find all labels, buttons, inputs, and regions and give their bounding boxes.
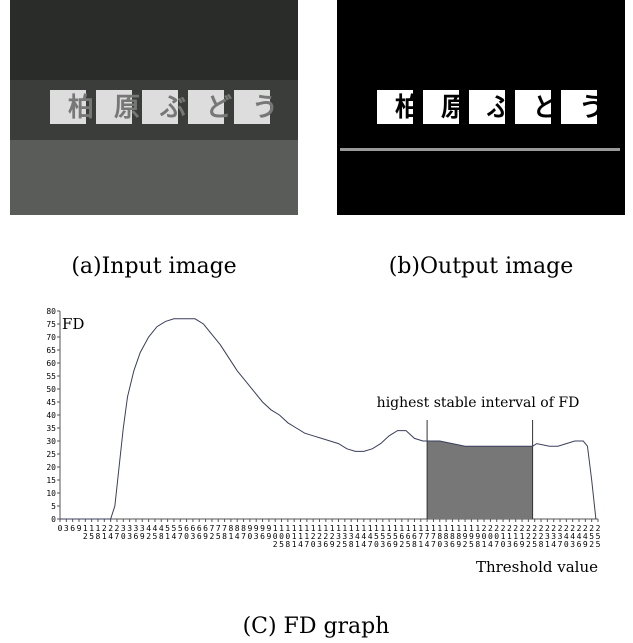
y-tick-label: 20 [46, 463, 56, 472]
sign-text: 柏原ぶどう [68, 93, 298, 123]
figure: (a)Input image (b)Output image (C) FD gr… [0, 0, 633, 643]
y-tick-label: 80 [46, 307, 56, 316]
y-tick-label: 10 [46, 489, 56, 498]
y-tick-label: 0 [51, 515, 56, 524]
x-axis-label: Threshold value [476, 558, 598, 576]
sign-text: 柏原ぶどう [395, 93, 625, 123]
y-tick-label: 65 [46, 346, 56, 355]
output-noise [340, 148, 620, 151]
stable-interval [427, 441, 532, 519]
x-tick-label: 255 [594, 524, 603, 548]
annotation: highest stable interval of FD [377, 395, 580, 411]
input-image-trees [10, 0, 298, 80]
y-tick-label: 55 [46, 372, 56, 381]
y-tick-label: 5 [51, 502, 56, 511]
y-tick-label: 50 [46, 385, 56, 394]
y-axis-label: FD [62, 315, 84, 333]
y-tick-label: 40 [46, 411, 56, 420]
y-tick-label: 45 [46, 398, 56, 407]
y-tick-label: 70 [46, 333, 56, 342]
y-tick-label: 25 [46, 450, 56, 459]
y-tick-label: 60 [46, 359, 56, 368]
input-image-hill [10, 140, 298, 215]
caption-b: (b)Output image [389, 254, 574, 279]
caption-a: (a)Input image [71, 254, 236, 279]
y-tick-label: 75 [46, 320, 56, 329]
y-tick-label: 30 [46, 437, 56, 446]
caption-c: (C) FD graph [243, 614, 390, 639]
y-tick-label: 35 [46, 424, 56, 433]
y-tick-label: 15 [46, 476, 56, 485]
